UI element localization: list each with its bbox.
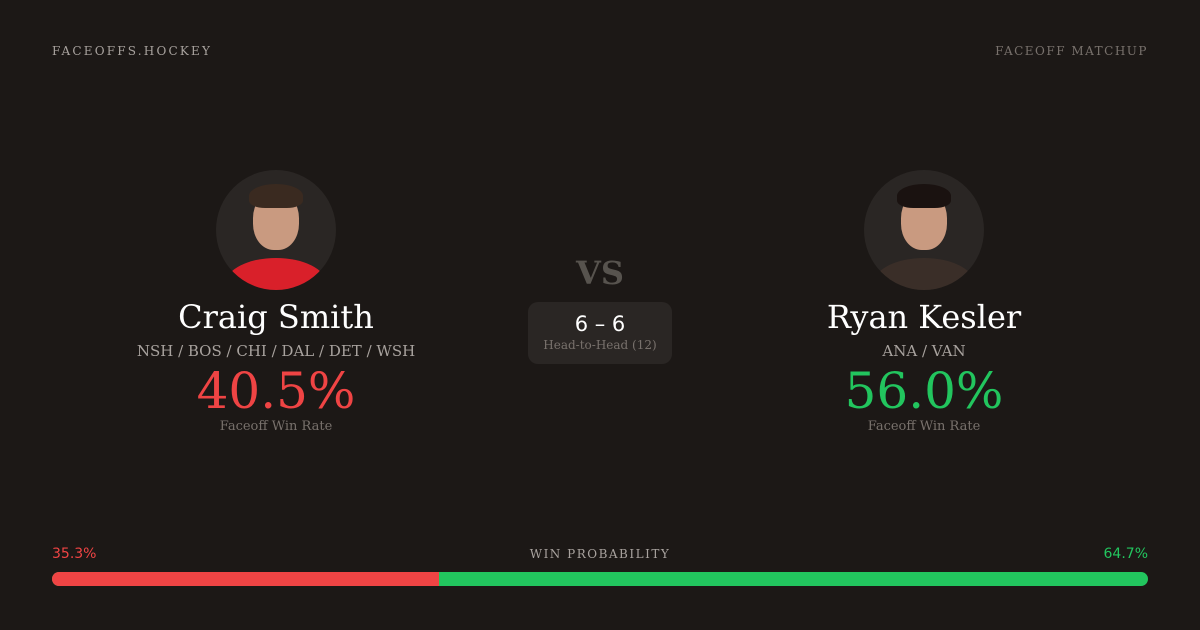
win-probability-bar: [52, 572, 1148, 586]
faceoff-rate: 40.5%: [196, 362, 356, 420]
h2h-label: Head-to-Head (12): [543, 338, 657, 352]
left-probability: 35.3%: [52, 546, 97, 562]
win-probability-label: WIN PROBABILITY: [529, 547, 671, 561]
head-to-head-card: 6 – 6 Head-to-Head (12): [528, 302, 672, 364]
player-teams: NSH / BOS / CHI / DAL / DET / WSH: [136, 342, 416, 360]
vs-label: VS: [576, 254, 624, 292]
brand-logo: FACEOFFS.HOCKEY: [52, 44, 213, 58]
right-probability: 64.7%: [1103, 546, 1148, 562]
player-name: Ryan Kesler: [826, 298, 1022, 336]
left-probability-fill: [52, 572, 439, 586]
avatar: [864, 170, 984, 290]
page-tag: FACEOFF MATCHUP: [995, 44, 1148, 58]
h2h-score: 6 – 6: [574, 312, 626, 336]
faceoff-rate-label: Faceoff Win Rate: [867, 419, 981, 434]
player-right: Ryan Kesler ANA / VAN 56.0% Faceoff Win …: [724, 170, 1124, 434]
faceoff-rate-label: Faceoff Win Rate: [219, 419, 333, 434]
player-teams: ANA / VAN: [882, 342, 966, 360]
avatar: [216, 170, 336, 290]
player-left: Craig Smith NSH / BOS / CHI / DAL / DET …: [76, 170, 476, 434]
faceoff-rate: 56.0%: [844, 362, 1004, 420]
player-name: Craig Smith: [178, 298, 374, 336]
